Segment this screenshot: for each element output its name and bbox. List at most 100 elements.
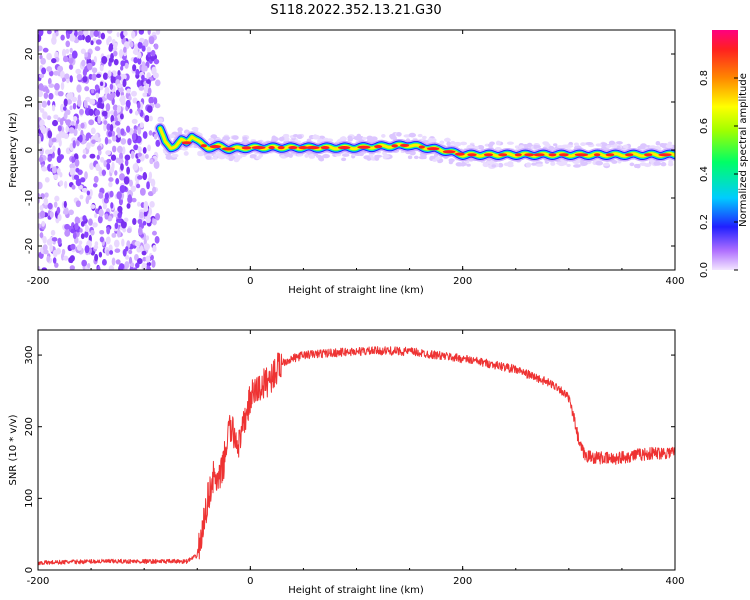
- haze-dot: [292, 134, 299, 138]
- speckle-dot: [139, 187, 146, 196]
- haze-dot: [629, 162, 635, 167]
- snr-plot-area: [38, 330, 675, 570]
- snr-x-label: Height of straight line (km): [288, 585, 424, 596]
- haze-dot: [213, 153, 221, 157]
- speckle-dot: [147, 30, 151, 35]
- speckle-dot: [38, 34, 42, 43]
- speckle-dot: [136, 158, 141, 164]
- speckle-dot: [60, 82, 65, 90]
- speckle-dot: [65, 125, 70, 133]
- snr-y-ticks: 0 100 200 300: [24, 346, 675, 573]
- speckle-dot: [127, 194, 132, 200]
- speckle-dot: [129, 108, 133, 114]
- speckle-dot: [120, 163, 124, 171]
- speckle-dot: [97, 265, 101, 270]
- speckle-dot: [38, 156, 44, 163]
- speckle-dot: [119, 173, 125, 181]
- speckle-dot: [82, 148, 87, 154]
- speckle-dot: [69, 258, 74, 264]
- ridge-peak: [514, 153, 522, 157]
- speckle-dot: [123, 46, 127, 53]
- speckle-dot: [57, 90, 64, 97]
- speckle-dot: [121, 146, 126, 155]
- speckle-dot: [66, 109, 71, 116]
- speckle-dot: [105, 103, 111, 112]
- speckle-dot: [52, 119, 59, 127]
- ridge-peak: [418, 145, 425, 149]
- speckle-dot: [139, 37, 145, 43]
- haze-dot: [655, 140, 661, 146]
- speckle-dot: [137, 126, 142, 135]
- haze-dot: [667, 144, 672, 149]
- speckle-dot: [137, 175, 143, 180]
- speckle-dot: [120, 60, 126, 67]
- speckle-dot: [72, 116, 78, 122]
- speckle-dot: [72, 140, 76, 149]
- haze-dot: [396, 132, 402, 137]
- speckle-dot: [147, 87, 152, 95]
- speckle-dot: [51, 58, 57, 64]
- haze-dot: [432, 158, 437, 162]
- speckle-dot: [108, 177, 114, 182]
- haze-dot: [573, 142, 580, 147]
- speckle-dot: [80, 48, 87, 55]
- haze-dot: [497, 162, 504, 168]
- speckle-dot: [108, 265, 115, 270]
- speckle-dot: [106, 162, 111, 171]
- speckle-dot: [106, 226, 111, 235]
- spectrogram-y-tick-label-4: 20: [24, 48, 35, 61]
- speckle-dot: [97, 115, 102, 124]
- speckle-dot: [152, 218, 157, 226]
- speckle-dot: [69, 105, 73, 111]
- speckle-dot: [38, 90, 44, 98]
- speckle-dot: [131, 90, 137, 97]
- speckle-dot: [109, 166, 115, 174]
- speckle-dot: [137, 201, 141, 207]
- speckle-dot: [51, 36, 57, 45]
- speckle-dot: [89, 162, 94, 170]
- spectrogram-y-tick-label-0: -20: [24, 238, 35, 254]
- speckle-dot: [153, 97, 158, 106]
- speckle-dot: [78, 134, 83, 143]
- speckle-dot: [83, 100, 88, 108]
- speckle-dot: [115, 259, 121, 265]
- speckle-dot: [52, 145, 56, 152]
- speckle-dot: [64, 73, 70, 80]
- speckle-dot: [82, 75, 88, 83]
- haze-dot: [366, 157, 372, 161]
- speckle-dot: [59, 154, 64, 160]
- haze-dot: [296, 135, 303, 140]
- ridge-peak: [644, 153, 653, 157]
- speckle-dot: [42, 47, 49, 53]
- speckle-dot: [151, 66, 157, 75]
- haze-dot: [304, 153, 309, 158]
- speckle-dot: [93, 175, 99, 183]
- speckle-dot: [42, 111, 48, 120]
- spectrogram-y-ticks: -20 -10 0 10 20: [24, 48, 675, 254]
- haze-dot: [413, 155, 419, 160]
- speckle-dot: [130, 262, 135, 268]
- speckle-dot: [46, 30, 52, 35]
- haze-dot: [283, 137, 290, 141]
- ridge-peak: [426, 147, 440, 151]
- haze-dot: [595, 143, 603, 147]
- ridge-peak: [498, 153, 508, 157]
- speckle-dot: [38, 265, 41, 270]
- speckle-dot: [123, 217, 129, 223]
- speckle-dot: [39, 147, 44, 156]
- speckle-dot: [62, 106, 67, 111]
- haze-dot: [430, 138, 437, 143]
- speckle-dot: [73, 174, 80, 180]
- speckle-dot: [133, 144, 139, 151]
- ridge-peak: [442, 150, 456, 154]
- speckle-dot: [81, 259, 87, 267]
- speckle-dot: [59, 171, 63, 178]
- speckle-dot: [71, 50, 78, 59]
- speckle-dot: [101, 169, 107, 176]
- speckle-dot: [100, 32, 106, 40]
- speckle-dot: [90, 204, 96, 209]
- speckle-dot: [96, 73, 102, 79]
- speckle-dot: [38, 30, 44, 37]
- ridge-peak: [574, 153, 589, 157]
- speckle-dot: [39, 205, 44, 211]
